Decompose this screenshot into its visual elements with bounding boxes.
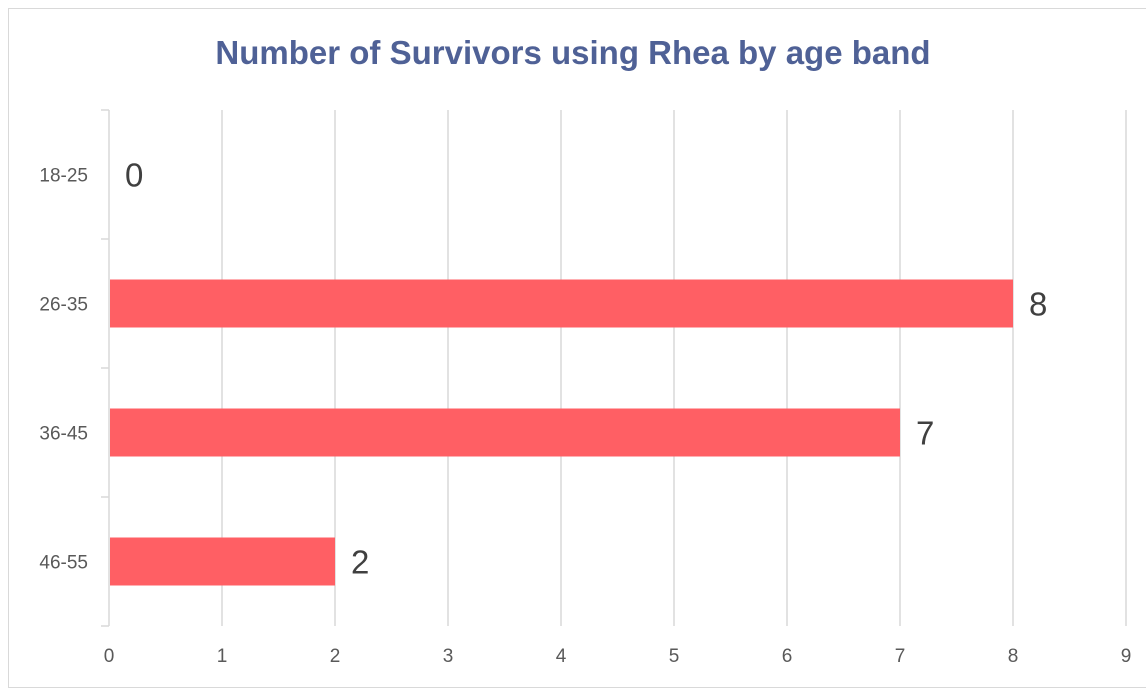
category-label: 36-45: [39, 424, 88, 445]
x-tick-label: 5: [669, 646, 680, 667]
x-tick-label: 4: [556, 646, 567, 667]
data-label: 7: [916, 415, 934, 452]
labels: 0 1 2 3 4 5 6 7 8 9 18-25 0 26-35 8 36-45 7 46-55 2: [39, 157, 1131, 668]
category-label: 26-35: [39, 295, 88, 316]
data-label: 2: [351, 544, 369, 581]
chart-title: Number of Survivors using Rhea by age ba…: [215, 34, 931, 71]
bar: [110, 408, 900, 457]
bars: [110, 279, 1013, 586]
category-label: 18-25: [39, 166, 88, 187]
x-tick-label: 9: [1121, 646, 1132, 667]
data-label: 8: [1029, 286, 1047, 323]
bar: [110, 537, 335, 586]
x-tick-label: 0: [104, 646, 115, 667]
x-tick-label: 7: [895, 646, 906, 667]
axes: [101, 109, 110, 627]
data-label: 0: [125, 157, 143, 194]
x-tick-label: 3: [443, 646, 454, 667]
gridlines: [221, 110, 1127, 626]
bar: [110, 279, 1013, 328]
x-tick-label: 2: [330, 646, 341, 667]
x-tick-label: 8: [1008, 646, 1019, 667]
x-tick-label: 6: [782, 646, 793, 667]
x-tick-label: 1: [217, 646, 228, 667]
category-label: 46-55: [39, 553, 88, 574]
